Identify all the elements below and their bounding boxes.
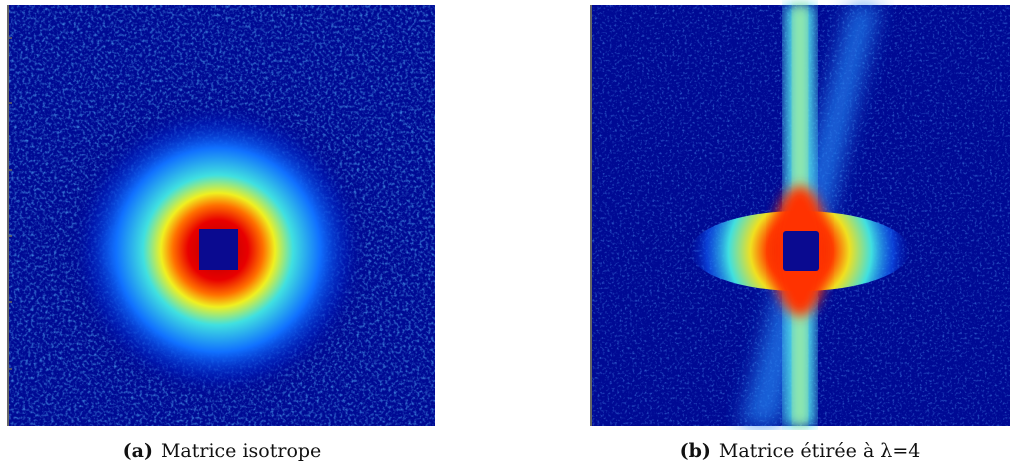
caption-text: Matrice isotrope	[160, 440, 322, 462]
image-a	[7, 5, 435, 426]
image-b	[590, 5, 1010, 426]
caption-label: (a)	[122, 440, 153, 462]
caption-b: (b) Matrice étirée à λ=4	[600, 440, 1000, 462]
caption-a: (a) Matrice isotrope	[22, 440, 422, 462]
caption-text: Matrice étirée à λ=4	[718, 440, 921, 462]
caption-label: (b)	[679, 440, 711, 462]
